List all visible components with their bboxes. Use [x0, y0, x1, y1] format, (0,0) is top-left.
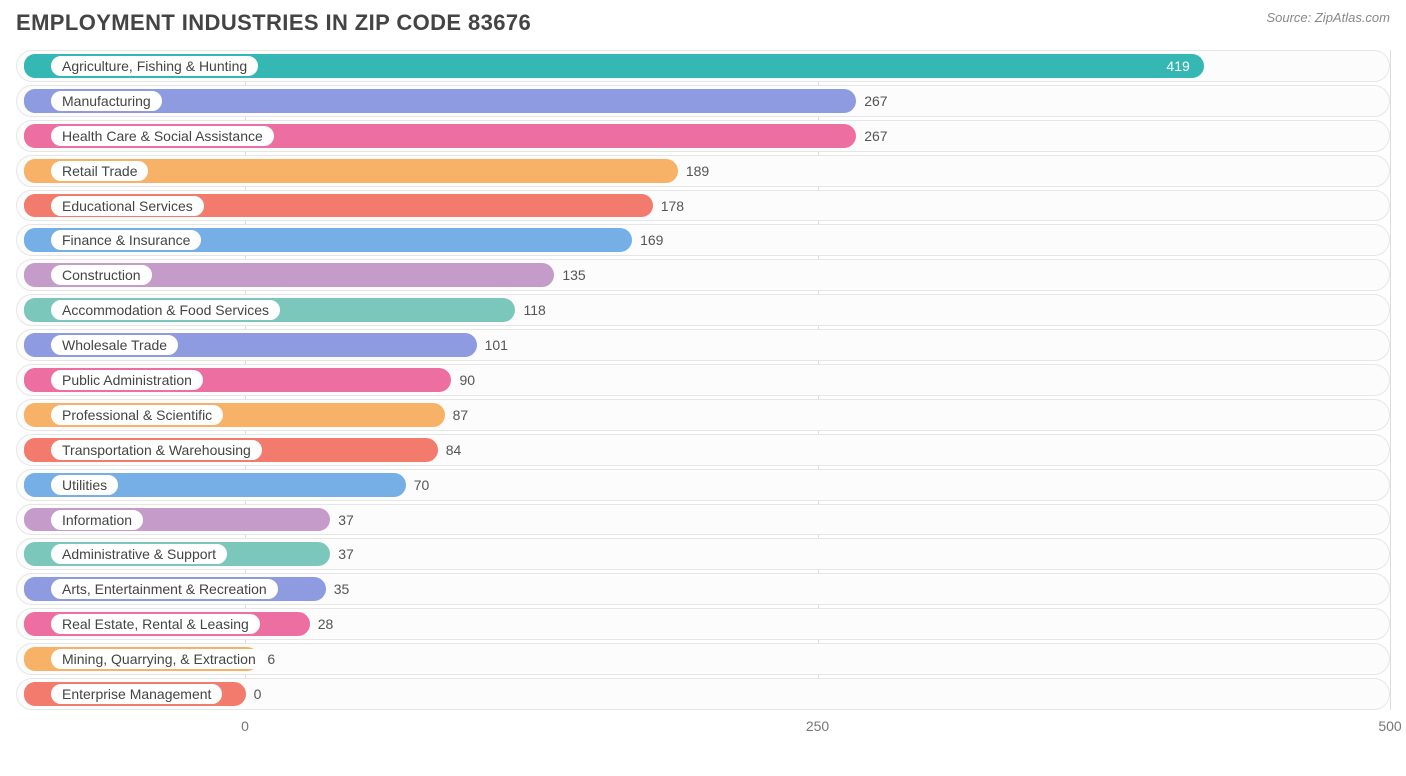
chart-title: EMPLOYMENT INDUSTRIES IN ZIP CODE 83676 — [16, 10, 531, 36]
category-label: Real Estate, Rental & Leasing — [51, 614, 260, 634]
bar-cap — [24, 124, 46, 148]
category-label: Accommodation & Food Services — [51, 300, 280, 320]
chart-plot: Agriculture, Fishing & Hunting 419 Manufac… — [16, 50, 1390, 740]
bar-row: Professional & Scientific 87 — [16, 399, 1390, 431]
value-label: 35 — [334, 581, 350, 597]
bar-cap — [24, 54, 46, 78]
category-label: Professional & Scientific — [51, 405, 223, 425]
bar-cap — [24, 682, 46, 706]
value-label: 87 — [453, 407, 469, 423]
bar-row: Manufacturing 267 — [16, 85, 1390, 117]
bar-row: Administrative & Support 37 — [16, 538, 1390, 570]
bar-cap — [24, 228, 46, 252]
category-label: Educational Services — [51, 196, 204, 216]
axis-tick-label: 250 — [806, 718, 829, 734]
axis-tick-label: 500 — [1378, 718, 1401, 734]
bar-cap — [24, 263, 46, 287]
bar-row: Utilities 70 — [16, 469, 1390, 501]
bar-cap — [24, 333, 46, 357]
category-label: Manufacturing — [51, 91, 162, 111]
gridline — [1390, 50, 1391, 710]
bar-row: Educational Services 178 — [16, 190, 1390, 222]
value-label: 169 — [640, 232, 663, 248]
bar-row: Public Administration 90 — [16, 364, 1390, 396]
bar-row: Retail Trade 189 — [16, 155, 1390, 187]
bar-cap — [24, 159, 46, 183]
value-label: 37 — [338, 512, 354, 528]
bar-cap — [24, 542, 46, 566]
bar-cap — [24, 577, 46, 601]
value-label: 70 — [414, 477, 430, 493]
bar-row: Real Estate, Rental & Leasing 28 — [16, 608, 1390, 640]
bar-cap — [24, 368, 46, 392]
category-label: Enterprise Management — [51, 684, 222, 704]
bar-row: Arts, Entertainment & Recreation 35 — [16, 573, 1390, 605]
category-label: Construction — [51, 265, 152, 285]
bar-cap — [24, 612, 46, 636]
category-label: Retail Trade — [51, 161, 148, 181]
category-label: Health Care & Social Assistance — [51, 126, 274, 146]
bar-row: Accommodation & Food Services 118 — [16, 294, 1390, 326]
value-label: 178 — [661, 198, 684, 214]
axis-tick-label: 0 — [241, 718, 249, 734]
category-label: Agriculture, Fishing & Hunting — [51, 56, 258, 76]
category-label: Wholesale Trade — [51, 335, 178, 355]
category-label: Utilities — [51, 475, 118, 495]
bar-row: Enterprise Management 0 — [16, 678, 1390, 710]
value-label: 0 — [254, 686, 262, 702]
source-prefix: Source: — [1266, 10, 1314, 25]
value-label: 6 — [267, 651, 275, 667]
category-label: Administrative & Support — [51, 544, 227, 564]
chart-header: EMPLOYMENT INDUSTRIES IN ZIP CODE 83676 … — [16, 10, 1390, 36]
value-label: 118 — [523, 302, 545, 318]
chart-rows: Agriculture, Fishing & Hunting 419 Manufac… — [16, 50, 1390, 710]
bar-row: Finance & Insurance 169 — [16, 224, 1390, 256]
bar-row: Construction 135 — [16, 259, 1390, 291]
category-label: Public Administration — [51, 370, 203, 390]
bar-cap — [24, 473, 46, 497]
bar-row: Agriculture, Fishing & Hunting 419 — [16, 50, 1390, 82]
bar-cap — [24, 403, 46, 427]
category-label: Mining, Quarrying, & Extraction — [51, 649, 267, 669]
value-label: 267 — [864, 128, 887, 144]
category-label: Transportation & Warehousing — [51, 440, 262, 460]
value-label: 189 — [686, 163, 709, 179]
value-label: 419 — [1166, 58, 1189, 74]
bar-row: Wholesale Trade 101 — [16, 329, 1390, 361]
bar-cap — [24, 194, 46, 218]
bar-row: Mining, Quarrying, & Extraction6 — [16, 643, 1390, 675]
category-label: Information — [51, 510, 143, 530]
bar-cap — [24, 438, 46, 462]
value-label: 101 — [485, 337, 508, 353]
bar-row: Health Care & Social Assistance 267 — [16, 120, 1390, 152]
bar-row: Information 37 — [16, 504, 1390, 536]
value-label: 84 — [446, 442, 462, 458]
category-label: Arts, Entertainment & Recreation — [51, 579, 278, 599]
value-label: 28 — [318, 616, 334, 632]
value-label: 135 — [562, 267, 585, 283]
bar-cap — [24, 647, 46, 671]
value-label: 267 — [864, 93, 887, 109]
chart-source: Source: ZipAtlas.com — [1266, 10, 1390, 25]
source-name: ZipAtlas.com — [1315, 10, 1390, 25]
bar-cap — [24, 298, 46, 322]
bar-cap — [24, 89, 46, 113]
category-label: Finance & Insurance — [51, 230, 201, 250]
value-label: 90 — [459, 372, 475, 388]
value-label: 37 — [338, 546, 354, 562]
chart-container: EMPLOYMENT INDUSTRIES IN ZIP CODE 83676 … — [0, 0, 1406, 776]
x-axis: 0250500 — [16, 714, 1390, 740]
bar-row: Transportation & Warehousing 84 — [16, 434, 1390, 466]
